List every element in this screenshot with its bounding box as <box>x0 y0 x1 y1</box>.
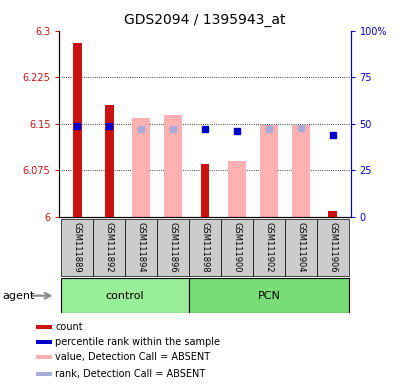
Bar <box>228 161 245 217</box>
Text: percentile rank within the sample: percentile rank within the sample <box>55 337 220 347</box>
Bar <box>36 355 52 359</box>
Text: GSM111902: GSM111902 <box>264 222 273 273</box>
Bar <box>157 219 189 276</box>
Bar <box>104 105 113 217</box>
Text: GSM111889: GSM111889 <box>72 222 81 273</box>
Text: control: control <box>106 291 144 301</box>
Bar <box>252 219 284 276</box>
Text: GSM111898: GSM111898 <box>200 222 209 273</box>
Text: GSM111894: GSM111894 <box>136 222 145 273</box>
Bar <box>72 43 81 217</box>
Bar <box>164 114 181 217</box>
Text: GDS2094 / 1395943_at: GDS2094 / 1395943_at <box>124 13 285 27</box>
Bar <box>220 219 252 276</box>
Bar <box>292 125 309 217</box>
Bar <box>189 219 220 276</box>
Text: PCN: PCN <box>257 291 280 301</box>
Bar <box>189 278 348 313</box>
Bar <box>200 164 209 217</box>
Bar <box>36 372 52 376</box>
Bar <box>132 118 149 217</box>
Text: agent: agent <box>2 291 34 301</box>
Bar <box>36 340 52 344</box>
Text: GSM111906: GSM111906 <box>328 222 337 273</box>
Bar <box>61 219 93 276</box>
Bar <box>125 219 157 276</box>
Text: value, Detection Call = ABSENT: value, Detection Call = ABSENT <box>55 352 210 362</box>
Bar <box>36 325 52 329</box>
Bar <box>284 219 316 276</box>
Bar <box>260 125 277 217</box>
Text: GSM111900: GSM111900 <box>232 222 241 273</box>
Text: GSM111896: GSM111896 <box>168 222 177 273</box>
Text: GSM111892: GSM111892 <box>104 222 113 273</box>
Bar <box>328 211 337 217</box>
Bar <box>61 278 189 313</box>
Text: GSM111904: GSM111904 <box>296 222 305 273</box>
Text: count: count <box>55 322 83 332</box>
Bar <box>316 219 348 276</box>
Text: rank, Detection Call = ABSENT: rank, Detection Call = ABSENT <box>55 369 205 379</box>
Bar <box>93 219 125 276</box>
